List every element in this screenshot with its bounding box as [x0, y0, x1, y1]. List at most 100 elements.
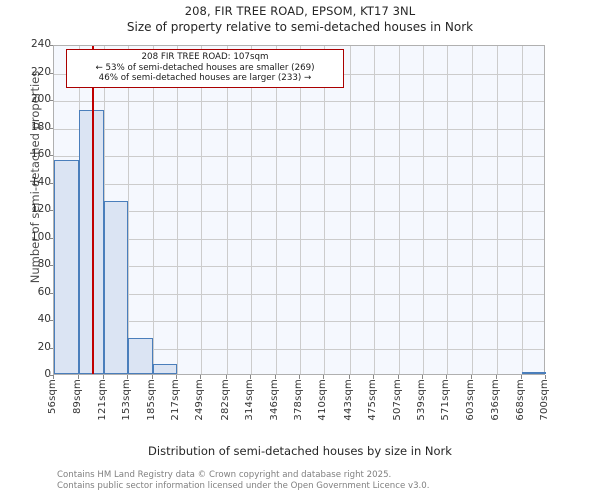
y-axis-tick-mark	[49, 127, 53, 129]
gridline-h	[54, 211, 544, 212]
y-axis-tick-label: 180	[30, 120, 51, 133]
x-axis-tick-mark	[446, 375, 448, 379]
x-axis-tick-label: 56sqm	[47, 379, 58, 415]
x-axis-tick-mark	[373, 375, 375, 379]
gridline-v	[275, 46, 277, 374]
gridline-v	[349, 46, 351, 374]
y-axis-tick-label: 40	[37, 313, 51, 325]
gridline-v	[300, 46, 301, 374]
x-axis-tick-label: 314sqm	[244, 379, 256, 421]
gridline-v	[152, 46, 154, 374]
y-axis-tick-label: 240	[30, 38, 51, 50]
gridline-v	[423, 46, 424, 374]
y-axis-tick-label: 20	[37, 340, 51, 353]
gridline-v	[521, 46, 523, 374]
x-axis-tick-label: 443sqm	[342, 379, 354, 421]
gridline-v	[324, 46, 326, 374]
histogram-bar	[54, 159, 80, 374]
y-axis-tick-mark	[49, 210, 53, 211]
property-marker-line	[91, 46, 94, 374]
gridline-h	[54, 183, 544, 185]
x-axis-tick-label: 475sqm	[367, 379, 379, 421]
x-axis-tick-label: 410sqm	[317, 379, 329, 421]
y-axis-tick-mark	[49, 292, 53, 294]
x-axis-tick-label: 121sqm	[96, 379, 108, 421]
x-axis-tick-mark	[520, 375, 522, 379]
x-axis-tick-label: 636sqm	[490, 379, 502, 421]
histogram-bar	[152, 364, 177, 374]
x-axis-tick-label: 539sqm	[416, 379, 427, 421]
y-axis-tick-label: 160	[30, 148, 51, 160]
gridline-v	[497, 46, 499, 374]
y-axis-tick-mark	[49, 45, 53, 46]
gridline-h	[54, 293, 544, 295]
x-axis-tick-mark	[299, 375, 300, 379]
x-axis-tick-mark	[348, 375, 350, 379]
annotation-box: 208 FIR TREE ROAD: 107sqm ← 53% of semi-…	[66, 49, 344, 88]
gridline-h	[54, 266, 544, 267]
footer-line-2: Contains public sector information licen…	[57, 480, 430, 491]
x-axis-tick-label: 668sqm	[514, 379, 526, 421]
x-axis-tick-mark	[53, 375, 54, 379]
x-axis-tick-label: 153sqm	[121, 379, 133, 421]
y-axis-tick-mark	[49, 72, 53, 74]
gridline-v	[226, 46, 228, 374]
gridline-v	[251, 46, 253, 374]
y-axis-tick-label: 200	[30, 93, 51, 105]
x-axis-tick-label: 571sqm	[440, 379, 452, 421]
annotation-title: 208 FIR TREE ROAD: 107sqm	[141, 52, 269, 62]
gridline-v	[471, 46, 473, 374]
y-axis-tick-mark	[49, 100, 53, 101]
x-axis-tick-label: 700sqm	[539, 379, 550, 421]
gridline-v	[128, 46, 130, 374]
y-axis-tick-label: 100	[30, 230, 51, 243]
gridline-h	[54, 101, 544, 102]
chart-subtitle: Size of property relative to semi-detach…	[126, 20, 474, 34]
x-axis-tick-label: 346sqm	[268, 379, 280, 421]
x-axis-tick-mark	[200, 375, 202, 379]
gridline-v	[201, 46, 203, 374]
y-axis-tick-label: 80	[37, 258, 51, 270]
y-axis-tick-label: 120	[30, 203, 51, 215]
y-axis-tick-mark	[49, 347, 53, 349]
y-axis-tick-label: 60	[37, 285, 51, 298]
x-axis-tick-label: 185sqm	[145, 379, 157, 421]
x-axis-tick-mark	[102, 375, 104, 379]
x-axis-tick-mark	[151, 375, 153, 379]
histogram-bar	[521, 372, 546, 374]
histogram-bar	[103, 200, 129, 374]
x-axis-tick-mark	[545, 375, 546, 379]
y-axis-tick-mark	[49, 375, 53, 376]
x-axis-tick-mark	[323, 375, 325, 379]
histogram-bar	[79, 110, 104, 374]
x-axis-tick-mark	[250, 375, 252, 379]
x-axis-tick-label: 249sqm	[194, 379, 206, 421]
histogram-bar	[128, 338, 153, 374]
plot-area	[53, 45, 546, 375]
gridline-h	[54, 348, 544, 350]
x-axis-tick-mark	[422, 375, 423, 379]
gridline-v	[374, 46, 376, 374]
gridline-h	[54, 128, 544, 130]
x-axis-tick-label: 507sqm	[391, 379, 403, 421]
x-axis-tick-label: 217sqm	[170, 379, 181, 421]
y-axis-tick-label: 220	[30, 65, 51, 78]
x-axis-tick-mark	[225, 375, 227, 379]
gridline-v	[177, 46, 178, 374]
annotation-smaller: ← 53% of semi-detached houses are smalle…	[95, 62, 315, 73]
x-axis-tick-mark	[176, 375, 177, 379]
x-axis-tick-mark	[78, 375, 80, 379]
x-axis-tick-mark	[496, 375, 498, 379]
x-axis-label: Distribution of semi-detached houses by …	[148, 444, 452, 458]
gridline-v	[447, 46, 449, 374]
page-title: 208, FIR TREE ROAD, EPSOM, KT17 3NL	[184, 4, 416, 18]
y-axis-tick-label: 140	[30, 175, 51, 188]
gridline-h	[54, 238, 544, 240]
x-axis-tick-label: 89sqm	[72, 379, 84, 415]
gridline-h	[54, 321, 544, 322]
gridline-h	[54, 156, 544, 157]
y-axis-tick-mark	[49, 237, 53, 239]
gridline-v	[398, 46, 400, 374]
y-axis-tick-mark	[49, 265, 53, 266]
